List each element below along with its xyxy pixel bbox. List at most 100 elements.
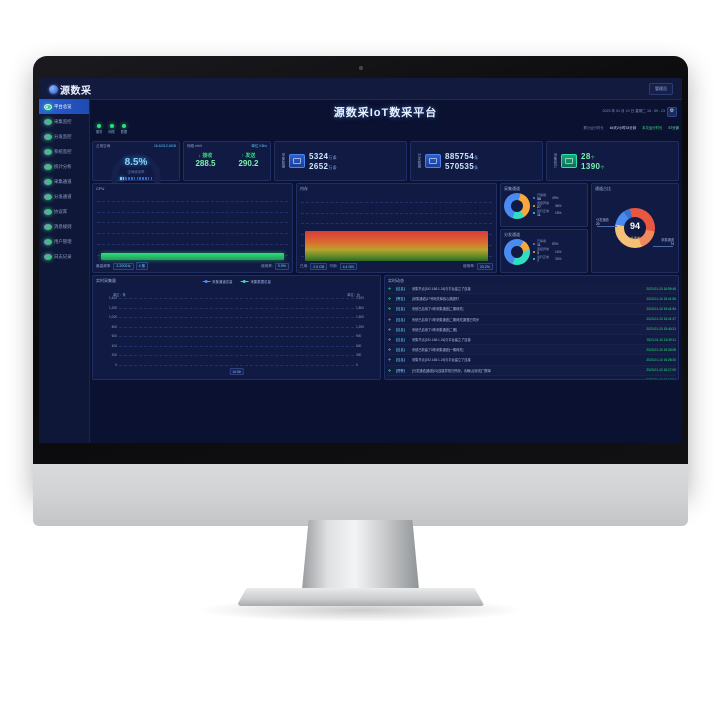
y-tick-left: 1,400 [109,296,117,300]
memory-free-value: 4.4 GB [339,263,357,270]
legend-item: 已停用 56 49% [533,193,561,201]
sidebar-item-log-records[interactable]: 日志记录 [39,249,89,264]
app-topbar: 源数采 管理员 [39,78,682,100]
device-line-1: 28个 [581,151,596,161]
gear-icon[interactable]: ⚙ [667,107,677,117]
list-item[interactable]: ✛【信息】采集节点已创建了7条数据采集规则[01]2023-01-10 15:1… [387,376,676,379]
memory-card-title: 内存 [300,186,308,191]
clock-text: 2023 年 01 月 10 日 星期二 16 : 59 : 23 [602,109,665,113]
list-item[interactable]: ✛ 【预警】 [分发通道]通道[01]连接异常已停用，请确认[测试]门禁库 2023-… [387,366,676,376]
status-dot-icon [109,124,114,128]
list-item[interactable]: ✛ 【警告】 [采集通道]17号网关掉线心跳超时 2023-01-10 15:41:5… [387,294,676,305]
device-stat-values: 28个 1390个 [581,152,605,171]
collect-data-values: 5324万条 2652万条 [309,152,337,171]
gauge-ticks [113,170,159,180]
legend-item: 连接异常 3 14% [533,247,561,255]
y-tick-right: 600 [356,343,362,348]
plus-icon: ✛ [387,337,392,343]
sidebar-item-collect-channel[interactable]: 采集通道 [39,174,89,189]
y-tick-left: 1,200 [109,305,117,310]
list-item[interactable]: ✛ 【信息】 采集节点[192.168.1.24]与平台建立了连接 2023-01-1… [387,284,676,295]
page-title: 源数采IoT数采平台 [333,107,438,119]
alerts-card-title: 实时动态 [388,278,404,283]
network-values: ↓ 接收 288.5 ↑ 发送 290.2 [184,150,270,168]
plus-icon: ✛ [387,306,392,312]
share-icon [44,193,52,200]
dispatch-line-2: 570535条 [445,161,479,171]
list-item[interactable]: ✛ 【信息】 采集节点[192.168.1.24]与平台建立了连接 2023-01-1… [387,335,676,346]
brand-logo: 源数采 [49,82,92,97]
memory-plot [301,194,492,261]
collect-data-card: 采集数据 5324万条 2652万条 [274,141,407,181]
y-tick-left: 1,000 [109,315,117,320]
sidebar-item-label: 消息规则 [54,223,72,229]
sidebar-item-protocol-library[interactable]: 协议库 [39,204,89,219]
memory-usage-label: 使用率: [463,264,475,268]
network-rx-value: 288.5 [195,159,216,168]
plus-icon: ✛ [387,357,392,363]
bottom-row: 实时采集量 采集通道总量 采集数据总量 单位：条 单位：台 [92,275,679,380]
uptime-total-label: 累计运行时长 [583,126,604,130]
network-rx-label: ↓ 接收 [198,153,213,159]
total-channel-donut [615,208,655,248]
network-tx-label: ↑ 发送 [241,153,256,159]
memory-used-value: 2.5 GB [310,263,328,270]
callout-dispatch: 分发通道 20 [596,218,609,226]
legend-item: 采集通道总量 [202,279,233,284]
sidebar-item-system-monitor[interactable]: 系统监控 [39,144,89,159]
sidebar-item-label: 分发监控 [54,133,72,139]
list-item[interactable]: ✛ 【信息】 采集节点[192.168.1.24]与平台建立了连接 2023-01-1… [387,355,676,366]
brand-mark-icon [49,85,58,94]
cpu-usage-value: 9.9% [274,262,289,270]
memory-used-label: 已用: [300,264,309,268]
cpu-freq-label: 最高频率: [96,263,112,268]
memory-series-area [304,231,489,261]
network-card-header: 网络 eth0 单位 KB/s [184,142,270,150]
list-item[interactable]: ✛ 【信息】 系统已新建了8条采集通道[一期网关] 2023-01-10 15:39:… [387,345,676,356]
monitor-stand-neck [301,520,420,595]
collect-channel-donut [504,192,530,219]
sidebar-item-dispatch-monitor[interactable]: 分发监控 [39,129,89,144]
sidebar-item-collect-monitor[interactable]: 采集监控 [39,114,89,129]
legend-item: 连接异常 27 36% [533,201,561,209]
sidebar-item-label: 日志记录 [54,253,72,259]
sidebar-item-label: 分发通道 [54,193,72,199]
y-tick-right: 2,100 [356,296,364,300]
webcam-icon [358,66,363,70]
legend-item: 运行正常 7 33% [533,255,561,263]
callout-collect: 采集通道 74 [661,238,674,246]
sidebar-item-label: 系统监控 [54,148,72,154]
main-content: 源数采IoT数采平台 2023 年 01 月 10 日 星期二 16 : 59 … [89,99,682,443]
device-stat-card: 设备统计 28个 1390个 [546,141,679,181]
sidebar-item-statistics[interactable]: 统计分析 [39,159,89,174]
cpu-cores-value: 4 核 [135,262,149,270]
y-tick-right: 1,500 [356,315,364,320]
y-tick-right: 1,800 [356,305,364,310]
status-dot-network: 网络 [108,124,115,134]
legend-item: 采集数据总量 [240,279,271,284]
admin-button[interactable]: 管理员 [649,83,673,95]
sidebar-item-overview[interactable]: 平台总览 [39,99,89,114]
sidebar-item-user-management[interactable]: 用户管理 [39,234,89,249]
network-rx: ↓ 接收 288.5 [195,152,215,168]
alerts-list[interactable]: ✛ 【信息】 采集节点[192.168.1.24]与平台建立了连接 2023-01-1… [385,284,678,379]
list-item[interactable]: ✛ 【信息】 系统已启用了4条采集通道[二期网关]数据已同步 2023-01-10 1… [387,315,676,325]
dispatch-channel-body: 已停用 11 53% 连接异常 3 14% 运行正常 7 33% [501,238,587,265]
memory-free-label: 可用: [329,264,338,268]
status-dots: 服务 网络 数据 [92,123,131,135]
list-item[interactable]: ✛ 【信息】 系统已启用了4条采集通道[二期] 2023-01-10 15:40:21 [387,325,676,335]
list-item[interactable]: ✛ 【信息】 系统已启用了4条采集通道[二期网关] 2023-01-10 15:41:… [387,304,676,315]
plus-icon: ✛ [387,378,392,379]
monitor-stand-base [236,588,485,606]
plus-icon: ✛ [387,286,392,292]
disk-card-header: 占用空间 16.6/312.8GB [93,142,179,150]
sidebar-item-dispatch-channel[interactable]: 分发通道 [39,189,89,204]
kpi-card-row: 占用空间 16.6/312.8GB 8.5% 空间使用率 [92,141,679,203]
collect-channel-body: 已停用 56 49% 连接异常 27 36% 运行正常 11 15% [501,192,587,219]
sidebar-item-message-rule[interactable]: 消息规则 [39,219,89,234]
total-channel-title: 通道占比 [595,186,611,191]
collect-data-vtag: 采集数据 [281,153,285,169]
cpu-usage-label: 使用率: [261,263,273,268]
channel-donut-column: 采集通道 已停用 56 49% 连接异常 27 36% 运行正常 11 15% [500,183,588,273]
uptime-now-value: 57分钟 [668,126,679,130]
